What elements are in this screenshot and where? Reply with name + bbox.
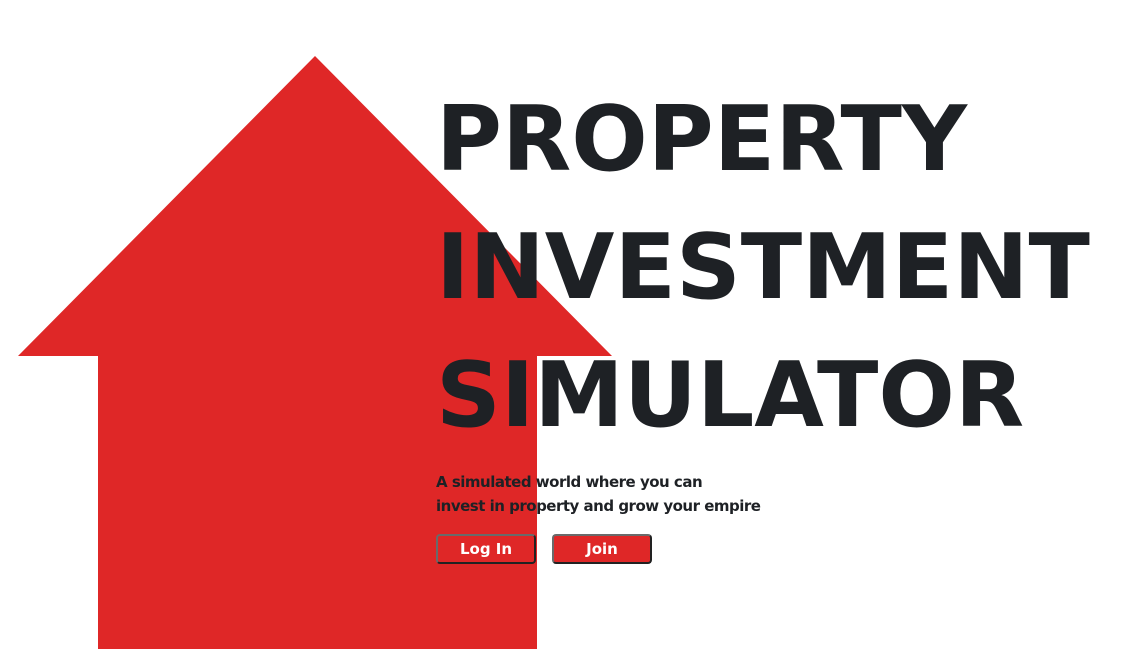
auth-actions: Log In Join xyxy=(436,534,1116,564)
tagline: A simulated world where you can invest i… xyxy=(436,470,1116,518)
join-button[interactable]: Join xyxy=(552,534,652,564)
title-line: SIMULATOR xyxy=(436,332,1116,460)
title-line: INVESTMENT xyxy=(436,204,1116,332)
tagline-line: invest in property and grow your empire xyxy=(436,494,1116,518)
hero-section: PROPERTY INVESTMENT SIMULATOR A simulate… xyxy=(436,76,1116,564)
login-button[interactable]: Log In xyxy=(436,534,536,564)
page-title: PROPERTY INVESTMENT SIMULATOR xyxy=(436,76,1116,460)
title-line: PROPERTY xyxy=(436,76,1116,204)
tagline-line: A simulated world where you can xyxy=(436,470,1116,494)
